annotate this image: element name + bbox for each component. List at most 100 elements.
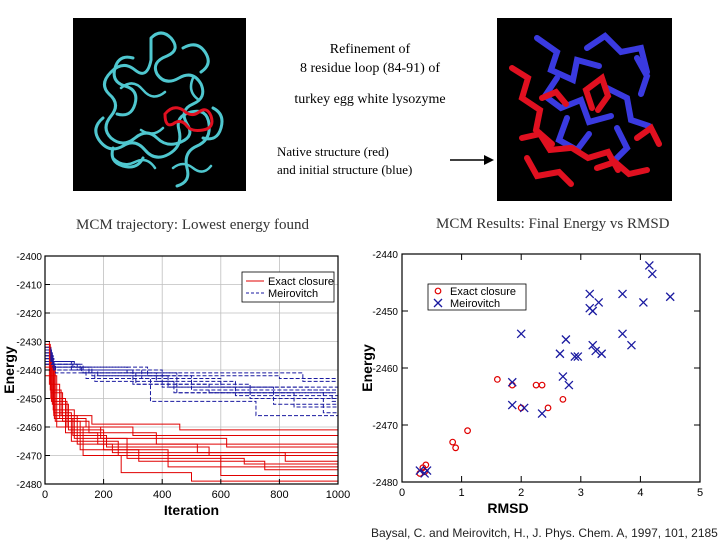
- point-meirovitch-stroke: [415, 466, 425, 476]
- point-meirovitch: [618, 329, 627, 339]
- point-meirovitch: [618, 289, 627, 299]
- point-meirovitch-stroke: [564, 380, 574, 390]
- point-meirovitch: [537, 409, 547, 419]
- series-line-meirovitch: [45, 346, 338, 380]
- y-tick-label: -2480: [372, 478, 398, 489]
- y-tick-label: -2470: [372, 421, 398, 432]
- x-tick-label: 0: [42, 489, 48, 501]
- x-tick-label: 1: [459, 487, 465, 499]
- series-line-exact-closure: [45, 366, 338, 456]
- y-tick-label: -2450: [16, 395, 42, 406]
- series-line-exact-closure: [45, 369, 338, 471]
- legend-box: [427, 283, 527, 311]
- point-meirovitch: [573, 352, 583, 362]
- point-meirovitch-stroke: [665, 292, 675, 302]
- protein-backbone-render: [94, 31, 224, 188]
- point-meirovitch: [588, 306, 598, 316]
- y-axis-title: Energy: [360, 344, 375, 392]
- y-tick-label: -2470: [16, 452, 42, 463]
- point-meirovitch-stroke: [591, 346, 601, 356]
- point-exact-closure: [493, 375, 501, 383]
- x-tick-label: 1000: [326, 489, 350, 501]
- legend-box: [241, 271, 335, 303]
- point-meirovitch: [516, 329, 526, 339]
- structure-caption-line-1: Native structure (red): [277, 144, 389, 159]
- figure-title-line-3: turkey egg white lysozyme: [294, 92, 446, 107]
- point-meirovitch: [415, 466, 425, 476]
- point-exact-closure: [452, 444, 460, 452]
- x-tick-label: 2: [518, 487, 524, 499]
- point-meirovitch: [594, 297, 604, 307]
- series-line-meirovitch: [45, 349, 338, 382]
- x-axis-title: Iteration: [164, 502, 219, 518]
- chart-title-final-energy: MCM Results: Final Energy vs RMSD: [436, 216, 670, 232]
- point-meirovitch-stroke: [537, 409, 547, 419]
- point-exact-closure: [464, 427, 471, 435]
- legend-swatch-circle: [434, 287, 442, 295]
- trajectory-chart: 0 200 400 600 800 1000 -2400 -2410 -2420 -2430 -24…: [1, 252, 350, 518]
- point-meirovitch-stroke: [618, 289, 627, 299]
- y-axis-title: Energy: [1, 346, 17, 394]
- y-tick-label: -2420: [16, 309, 42, 320]
- point-meirovitch-stroke: [573, 352, 583, 362]
- y-tick-label: -2400: [16, 252, 42, 263]
- point-meirovitch-stroke: [588, 340, 598, 350]
- x-tick-label: 400: [153, 489, 171, 501]
- citation: Baysal, C. and Meirovitch, H., J. Phys. …: [371, 526, 718, 540]
- point-meirovitch: [507, 400, 517, 410]
- point-meirovitch: [647, 269, 657, 279]
- point-meirovitch-stroke: [422, 466, 432, 476]
- point-meirovitch-stroke: [594, 297, 604, 307]
- loop-stick-render: [509, 32, 662, 187]
- legend-label: Meirovitch: [450, 298, 500, 310]
- point-meirovitch: [627, 340, 636, 350]
- point-meirovitch-stroke: [516, 329, 526, 339]
- point-meirovitch: [555, 349, 565, 359]
- point-meirovitch: [585, 289, 595, 299]
- point-meirovitch: [597, 349, 607, 359]
- y-tick-label: -2460: [372, 364, 398, 375]
- legend-label: Exact closure: [450, 286, 516, 298]
- point-meirovitch-stroke: [570, 352, 580, 362]
- x-tick-label: 200: [94, 489, 112, 501]
- y-tick-label: -2430: [16, 338, 42, 349]
- y-tick-label: -2450: [372, 307, 398, 318]
- structure-caption-line-2: and initial structure (blue): [277, 162, 413, 177]
- figure-title-line-2: 8 residue loop (84-91) of: [300, 61, 440, 76]
- point-meirovitch-stroke: [585, 289, 595, 299]
- point-meirovitch: [561, 335, 571, 344]
- point-meirovitch-stroke: [627, 340, 636, 350]
- point-meirovitch-stroke: [597, 349, 607, 359]
- point-meirovitch: [519, 403, 529, 413]
- chart-title-trajectory: MCM trajectory: Lowest energy found: [76, 217, 310, 233]
- point-meirovitch-stroke: [519, 403, 529, 413]
- point-meirovitch: [665, 292, 675, 302]
- point-meirovitch-stroke: [555, 349, 565, 359]
- x-tick-label: 800: [270, 489, 288, 501]
- point-meirovitch: [564, 380, 574, 390]
- point-meirovitch: [570, 352, 580, 362]
- series-line-exact-closure: [45, 352, 338, 448]
- arrow-icon: [450, 155, 494, 165]
- series-line-exact-closure: [45, 349, 338, 454]
- point-meirovitch-stroke: [647, 269, 657, 279]
- series-line-meirovitch: [45, 363, 338, 402]
- y-tick-label: -2440: [16, 366, 42, 377]
- structure-caption: Native structure (red) and initial struc…: [277, 143, 452, 179]
- point-meirovitch: [588, 340, 598, 350]
- x-tick-label: 5: [697, 487, 703, 499]
- point-meirovitch-stroke: [561, 335, 571, 344]
- x-axis-title: RMSD: [487, 500, 528, 516]
- point-meirovitch: [422, 466, 432, 476]
- point-meirovitch-stroke: [588, 306, 598, 316]
- y-tick-label: -2460: [16, 423, 42, 434]
- x-tick-label: 4: [637, 487, 643, 499]
- point-exact-closure: [544, 404, 552, 412]
- x-tick-label: 0: [399, 487, 405, 499]
- legend-label: Meirovitch: [268, 288, 318, 300]
- point-meirovitch-stroke: [644, 260, 654, 270]
- point-meirovitch: [638, 297, 648, 307]
- point-meirovitch-stroke: [558, 372, 568, 382]
